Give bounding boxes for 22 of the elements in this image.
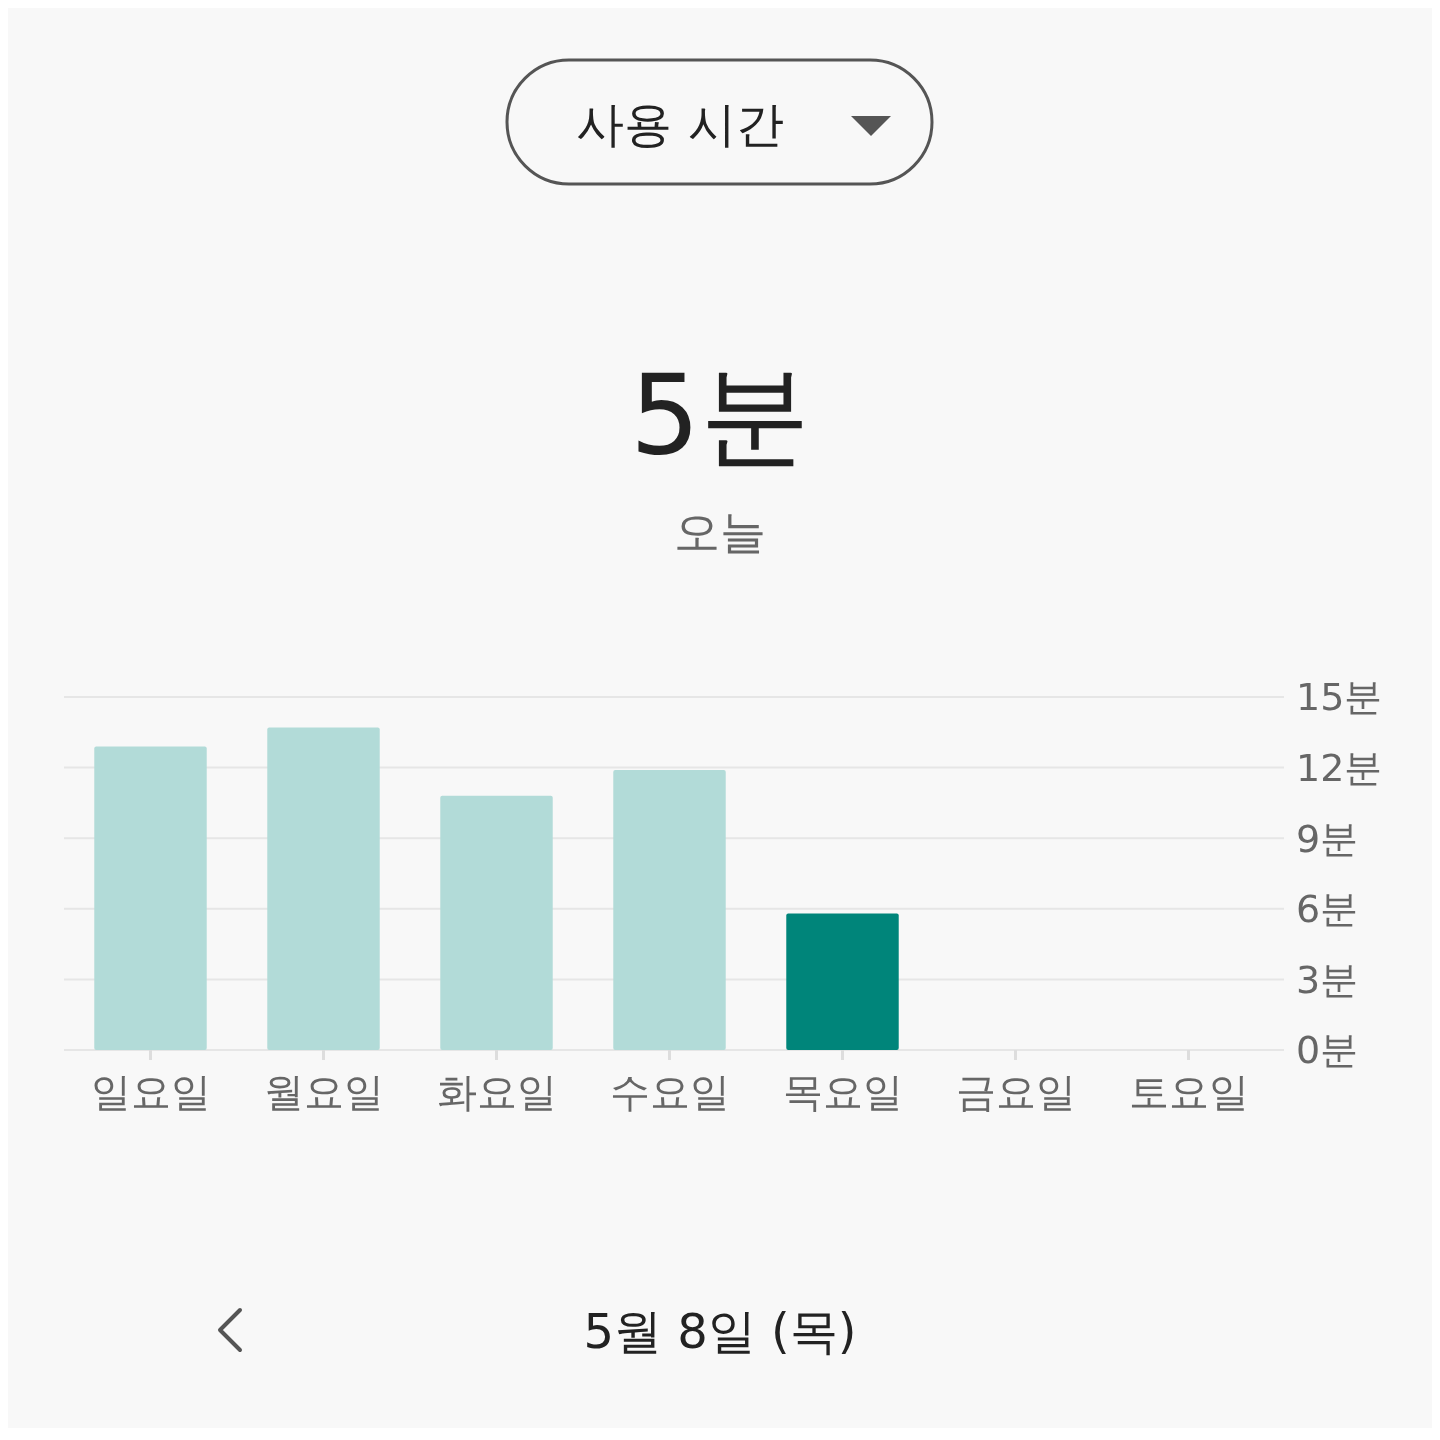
bar: [786, 913, 899, 1050]
x-tick-label: 수요일: [609, 1069, 730, 1115]
bar: [94, 746, 207, 1050]
x-tick-label: 토요일: [1128, 1069, 1249, 1115]
y-tick-label: 0분: [1296, 1028, 1359, 1073]
y-tick-label: 12분: [1296, 745, 1383, 790]
y-tick-label: 6분: [1296, 887, 1359, 932]
y-tick-label: 3분: [1296, 957, 1359, 1002]
x-tick-label: 일요일: [90, 1069, 211, 1115]
bar: [440, 795, 553, 1050]
x-tick-label: 목요일: [782, 1069, 903, 1115]
y-tick-label: 9분: [1296, 816, 1359, 861]
bar: [267, 727, 380, 1050]
bar: [613, 769, 726, 1050]
x-tick-label: 월요일: [263, 1069, 384, 1115]
x-tick-label: 화요일: [436, 1069, 557, 1115]
chart-subtitle: 오늘: [674, 505, 766, 559]
chart-title: 5분: [630, 351, 810, 479]
text: 5월 8일 (목): [583, 1303, 857, 1359]
x-tick-label: 금요일: [955, 1069, 1076, 1115]
y-tick-label: 15분: [1296, 675, 1383, 720]
text: 사용 시간: [576, 96, 784, 152]
